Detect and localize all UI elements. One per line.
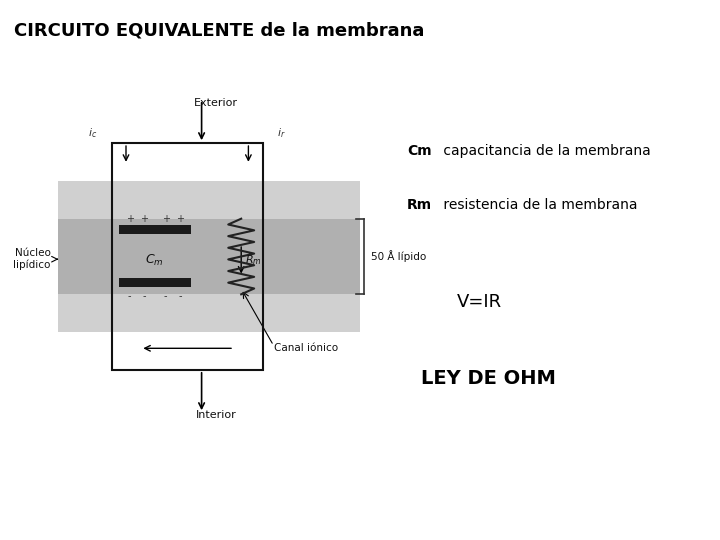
Text: $i_r$: $i_r$ [277,126,286,140]
Bar [119,225,191,234]
Text: $i_c$: $i_c$ [88,126,97,140]
Text: CIRCUITO EQUIVALENTE de la membrana: CIRCUITO EQUIVALENTE de la membrana [14,22,425,39]
FancyBboxPatch shape [58,294,360,332]
Text: Interior: Interior [196,410,236,421]
Text: Canal iónico: Canal iónico [274,343,338,353]
Text: Exterior: Exterior [194,98,238,108]
Text: +: + [176,214,184,224]
Text: $C_m$: $C_m$ [145,253,164,268]
Bar [112,143,263,370]
Text: 50 Å lípido: 50 Å lípido [371,251,426,262]
Text: Cm: Cm [407,144,431,158]
Text: Núcleo
lipídico: Núcleo lipídico [13,248,50,271]
Text: -: - [128,291,131,301]
Text: -: - [164,291,167,301]
Text: LEY DE OHM: LEY DE OHM [421,368,556,388]
Text: -: - [143,291,145,301]
Text: -: - [179,291,181,301]
Text: +: + [125,214,134,224]
FancyBboxPatch shape [58,181,360,219]
Text: capacitancia de la membrana: capacitancia de la membrana [439,144,651,158]
Text: resistencia de la membrana: resistencia de la membrana [439,198,638,212]
Text: Rm: Rm [407,198,432,212]
Text: $R_m$: $R_m$ [245,253,261,267]
Text: V=IR: V=IR [457,293,503,312]
Text: +: + [161,214,170,224]
FancyBboxPatch shape [58,219,360,294]
Bar [119,278,191,287]
Text: +: + [140,214,148,224]
